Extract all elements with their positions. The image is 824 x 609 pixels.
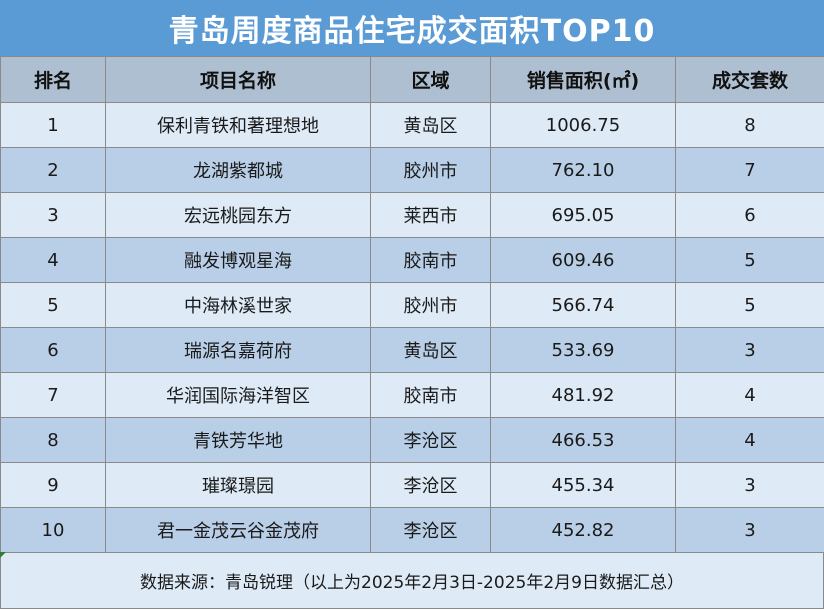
data-source-note: 数据来源：青岛锐理（以上为2025年2月3日-2025年2月9日数据汇总）	[0, 552, 824, 609]
cell-project-name: 中海林溪世家	[105, 282, 371, 328]
cell-rank: 8	[0, 417, 106, 463]
cell-district: 黄岛区	[370, 102, 491, 148]
cell-project-name: 宏远桃园东方	[105, 192, 371, 238]
cell-project-name: 保利青铁和著理想地	[105, 102, 371, 148]
cell-district: 胶州市	[370, 282, 491, 328]
cell-sales-area: 566.74	[490, 282, 676, 328]
table-row: 7 华润国际海洋智区 胶南市 481.92 4	[0, 372, 824, 418]
cell-sales-area: 455.34	[490, 462, 676, 508]
table-row: 1 保利青铁和著理想地 黄岛区 1006.75 8	[0, 102, 824, 148]
table-header-row: 排名 项目名称 区域 销售面积(㎡) 成交套数	[0, 56, 824, 103]
table-row: 10 君一金茂云谷金茂府 李沧区 452.82 3	[0, 507, 824, 553]
cell-sales-area: 762.10	[490, 147, 676, 193]
cell-district: 胶州市	[370, 147, 491, 193]
column-header-project-name: 项目名称	[105, 56, 371, 103]
cell-district: 李沧区	[370, 507, 491, 553]
cell-units: 8	[675, 102, 824, 148]
cell-project-name: 君一金茂云谷金茂府	[105, 507, 371, 553]
table-row: 4 融发博观星海 胶南市 609.46 5	[0, 237, 824, 283]
cell-rank: 5	[0, 282, 106, 328]
cell-district: 胶南市	[370, 372, 491, 418]
cell-units: 3	[675, 462, 824, 508]
cell-units: 4	[675, 417, 824, 463]
cell-units: 7	[675, 147, 824, 193]
cell-units: 5	[675, 237, 824, 283]
cell-sales-area: 452.82	[490, 507, 676, 553]
cell-project-name: 青铁芳华地	[105, 417, 371, 463]
cell-units: 3	[675, 327, 824, 373]
cell-sales-area: 695.05	[490, 192, 676, 238]
cell-project-name: 龙湖紫都城	[105, 147, 371, 193]
cell-sales-area: 1006.75	[490, 102, 676, 148]
cell-rank: 2	[0, 147, 106, 193]
cell-rank: 1	[0, 102, 106, 148]
cell-rank: 10	[0, 507, 106, 553]
column-header-rank: 排名	[0, 56, 106, 103]
cell-sales-area: 481.92	[490, 372, 676, 418]
cell-sales-area: 609.46	[490, 237, 676, 283]
column-header-sales-area: 销售面积(㎡)	[490, 56, 676, 103]
cell-units: 6	[675, 192, 824, 238]
cell-project-name: 璀璨璟园	[105, 462, 371, 508]
table-row: 2 龙湖紫都城 胶州市 762.10 7	[0, 147, 824, 193]
cell-project-name: 华润国际海洋智区	[105, 372, 371, 418]
cell-rank: 4	[0, 237, 106, 283]
cell-district: 李沧区	[370, 417, 491, 463]
column-header-district: 区域	[370, 56, 491, 103]
cell-district: 莱西市	[370, 192, 491, 238]
cell-district: 黄岛区	[370, 327, 491, 373]
cell-sales-area: 466.53	[490, 417, 676, 463]
cell-rank: 9	[0, 462, 106, 508]
cell-project-name: 融发博观星海	[105, 237, 371, 283]
cell-rank: 7	[0, 372, 106, 418]
page-title: 青岛周度商品住宅成交面积TOP10	[0, 0, 824, 56]
cell-rank: 6	[0, 327, 106, 373]
table-row: 6 瑞源名嘉荷府 黄岛区 533.69 3	[0, 327, 824, 373]
cell-corner-marker	[0, 552, 6, 558]
table-row: 9 璀璨璟园 李沧区 455.34 3	[0, 462, 824, 508]
cell-district: 胶南市	[370, 237, 491, 283]
table-row: 3 宏远桃园东方 莱西市 695.05 6	[0, 192, 824, 238]
cell-units: 4	[675, 372, 824, 418]
column-header-units: 成交套数	[675, 56, 824, 103]
cell-project-name: 瑞源名嘉荷府	[105, 327, 371, 373]
ranking-table: 排名 项目名称 区域 销售面积(㎡) 成交套数 1 保利青铁和著理想地 黄岛区 …	[0, 56, 824, 553]
cell-sales-area: 533.69	[490, 327, 676, 373]
table-row: 8 青铁芳华地 李沧区 466.53 4	[0, 417, 824, 463]
cell-district: 李沧区	[370, 462, 491, 508]
table-row: 5 中海林溪世家 胶州市 566.74 5	[0, 282, 824, 328]
cell-rank: 3	[0, 192, 106, 238]
cell-units: 5	[675, 282, 824, 328]
cell-units: 3	[675, 507, 824, 553]
